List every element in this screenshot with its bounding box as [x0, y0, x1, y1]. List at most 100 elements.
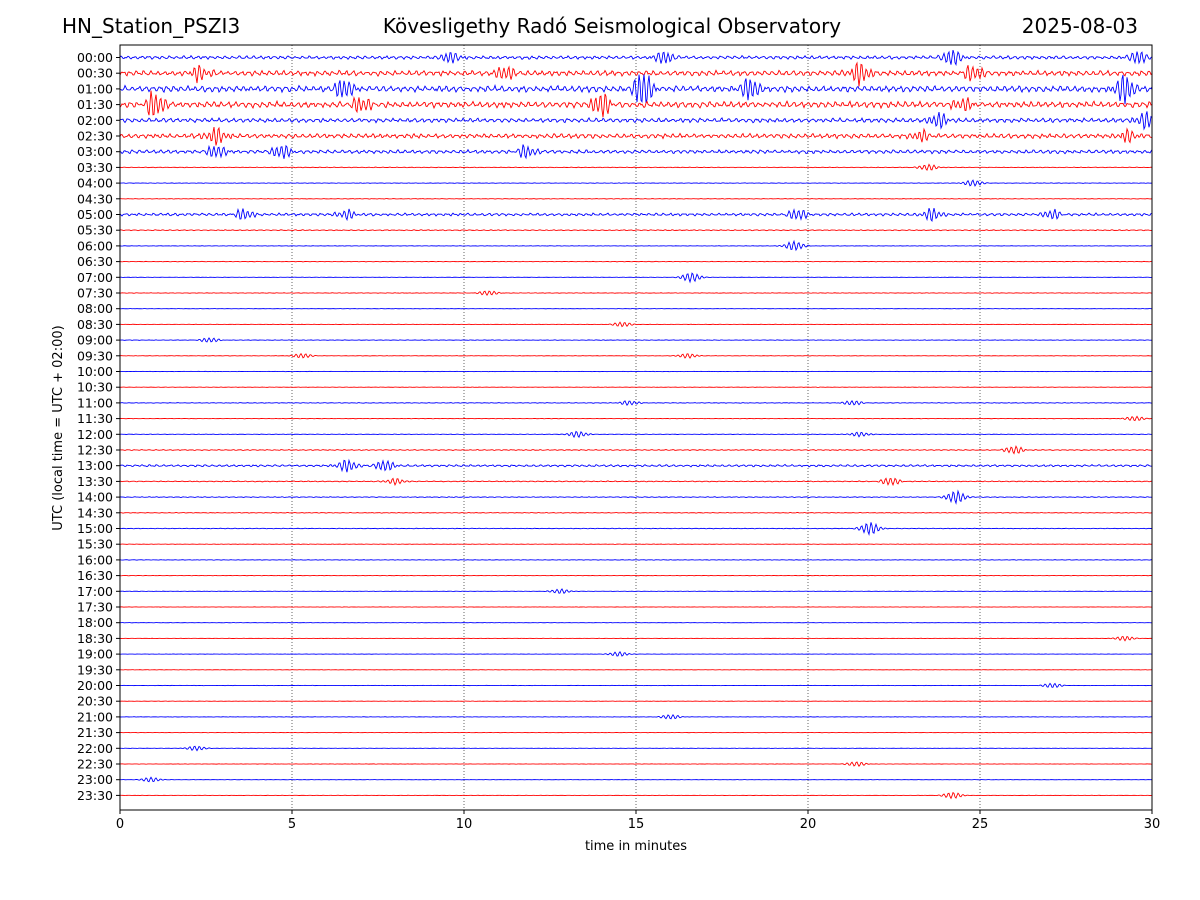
- row-label: 22:30: [77, 757, 113, 772]
- row-label: 21:30: [77, 725, 113, 740]
- row-label: 01:30: [77, 97, 113, 112]
- grid-lines: [291, 45, 981, 810]
- row-label: 11:00: [77, 395, 113, 410]
- x-tick-label: 5: [288, 817, 296, 832]
- chart-date: 2025-08-03: [1021, 14, 1138, 38]
- trace-2000: [119, 682, 1153, 688]
- row-label: 04:00: [77, 176, 113, 191]
- row-label: 21:00: [77, 709, 113, 724]
- trace-0330: [119, 163, 1153, 171]
- trace-2330: [119, 791, 1153, 800]
- trace-1130: [119, 415, 1153, 422]
- plot-frame: [119, 44, 1153, 811]
- trace-0930: [119, 352, 1153, 359]
- chart-title: Kövesligethy Radó Seismological Observat…: [382, 14, 842, 38]
- row-label: 02:30: [77, 129, 113, 144]
- trace-1900: [119, 650, 1153, 657]
- row-label: 16:30: [77, 568, 113, 583]
- row-label: 20:30: [77, 694, 113, 709]
- row-label: 05:00: [77, 207, 113, 222]
- trace-0000: [119, 49, 1153, 67]
- row-label: 00:00: [77, 50, 113, 65]
- trace-2230: [119, 761, 1153, 767]
- trace-1200: [119, 430, 1153, 439]
- row-label: 15:30: [77, 537, 113, 552]
- x-tick-label: 10: [456, 817, 473, 832]
- y-axis-label: UTC (local time = UTC + 02:00): [51, 325, 66, 530]
- trace-0030: [119, 61, 1153, 87]
- row-label: 23:00: [77, 772, 113, 787]
- row-label: 18:30: [77, 631, 113, 646]
- trace-0430: [119, 198, 1152, 200]
- trace-1300: [119, 458, 1153, 473]
- row-label: 12:00: [77, 427, 113, 442]
- trace-1830: [119, 635, 1153, 642]
- y-axis-ticks: 00:0000:3001:0001:3002:0002:3003:0003:30…: [77, 50, 120, 803]
- trace-1500: [119, 522, 1153, 537]
- row-label: 12:30: [77, 443, 113, 458]
- row-label: 22:00: [77, 741, 113, 756]
- trace-0200: [119, 111, 1153, 131]
- row-label: 08:30: [77, 317, 113, 332]
- row-label: 09:30: [77, 348, 113, 363]
- row-label: 11:30: [77, 411, 113, 426]
- row-label: 03:00: [77, 144, 113, 159]
- trace-0600: [119, 239, 1153, 252]
- x-tick-label: 0: [116, 817, 124, 832]
- row-label: 15:00: [77, 521, 113, 536]
- trace-1600: [119, 559, 1153, 561]
- row-label: 03:30: [77, 160, 113, 175]
- row-label: 09:00: [77, 333, 113, 348]
- trace-1230: [119, 445, 1153, 455]
- row-label: 13:30: [77, 474, 113, 489]
- trace-rows: [119, 49, 1153, 800]
- row-label: 17:30: [77, 600, 113, 615]
- trace-0900: [119, 337, 1153, 343]
- row-label: 14:30: [77, 505, 113, 520]
- x-tick-label: 20: [800, 817, 817, 832]
- x-tick-label: 25: [972, 817, 989, 832]
- row-label: 00:30: [77, 66, 113, 81]
- x-tick-label: 15: [628, 817, 645, 832]
- trace-0300: [119, 144, 1153, 160]
- trace-0230: [119, 126, 1153, 146]
- trace-2300: [119, 776, 1153, 783]
- trace-0530: [119, 229, 1153, 232]
- x-tick-label: 30: [1144, 817, 1161, 832]
- trace-0130: [119, 90, 1153, 118]
- trace-0700: [119, 272, 1153, 284]
- trace-2200: [119, 745, 1153, 752]
- row-label: 16:00: [77, 552, 113, 567]
- row-label: 07:00: [77, 270, 113, 285]
- row-label: 13:00: [77, 458, 113, 473]
- row-label: 10:00: [77, 364, 113, 379]
- trace-1330: [119, 477, 1153, 487]
- station-name: HN_Station_PSZI3: [62, 14, 241, 38]
- trace-0400: [119, 179, 1153, 187]
- row-label: 07:30: [77, 286, 113, 301]
- x-axis-label: time in minutes: [585, 839, 687, 854]
- trace-2100: [119, 713, 1153, 720]
- row-label: 18:00: [77, 615, 113, 630]
- row-label: 20:00: [77, 678, 113, 693]
- row-label: 10:30: [77, 380, 113, 395]
- row-label: 19:00: [77, 647, 113, 662]
- row-label: 06:00: [77, 238, 113, 253]
- row-label: 05:30: [77, 223, 113, 238]
- row-label: 02:00: [77, 113, 113, 128]
- row-label: 19:30: [77, 662, 113, 677]
- trace-0630: [119, 260, 1153, 263]
- trace-0100: [119, 74, 1153, 105]
- row-label: 17:00: [77, 584, 113, 599]
- trace-0500: [119, 207, 1153, 223]
- trace-1700: [119, 588, 1153, 594]
- row-label: 04:30: [77, 191, 113, 206]
- x-axis-ticks: 0 5 10 15 20 25 30: [116, 810, 1160, 832]
- row-label: 23:30: [77, 788, 113, 803]
- trace-1400: [119, 489, 1153, 505]
- trace-1430: [119, 511, 1153, 514]
- trace-0830: [119, 321, 1153, 328]
- row-label: 14:00: [77, 490, 113, 505]
- trace-1100: [119, 400, 1153, 407]
